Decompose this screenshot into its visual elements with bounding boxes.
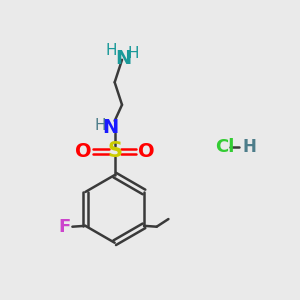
Text: O: O — [75, 142, 92, 161]
Text: S: S — [107, 142, 122, 161]
Text: H: H — [94, 118, 106, 133]
Text: N: N — [116, 49, 132, 68]
Text: Cl: Cl — [215, 138, 234, 156]
Text: H: H — [128, 46, 139, 62]
Text: H: H — [105, 43, 117, 58]
Text: H: H — [243, 138, 256, 156]
Text: O: O — [138, 142, 154, 161]
Text: F: F — [58, 218, 70, 236]
Text: N: N — [102, 118, 119, 137]
